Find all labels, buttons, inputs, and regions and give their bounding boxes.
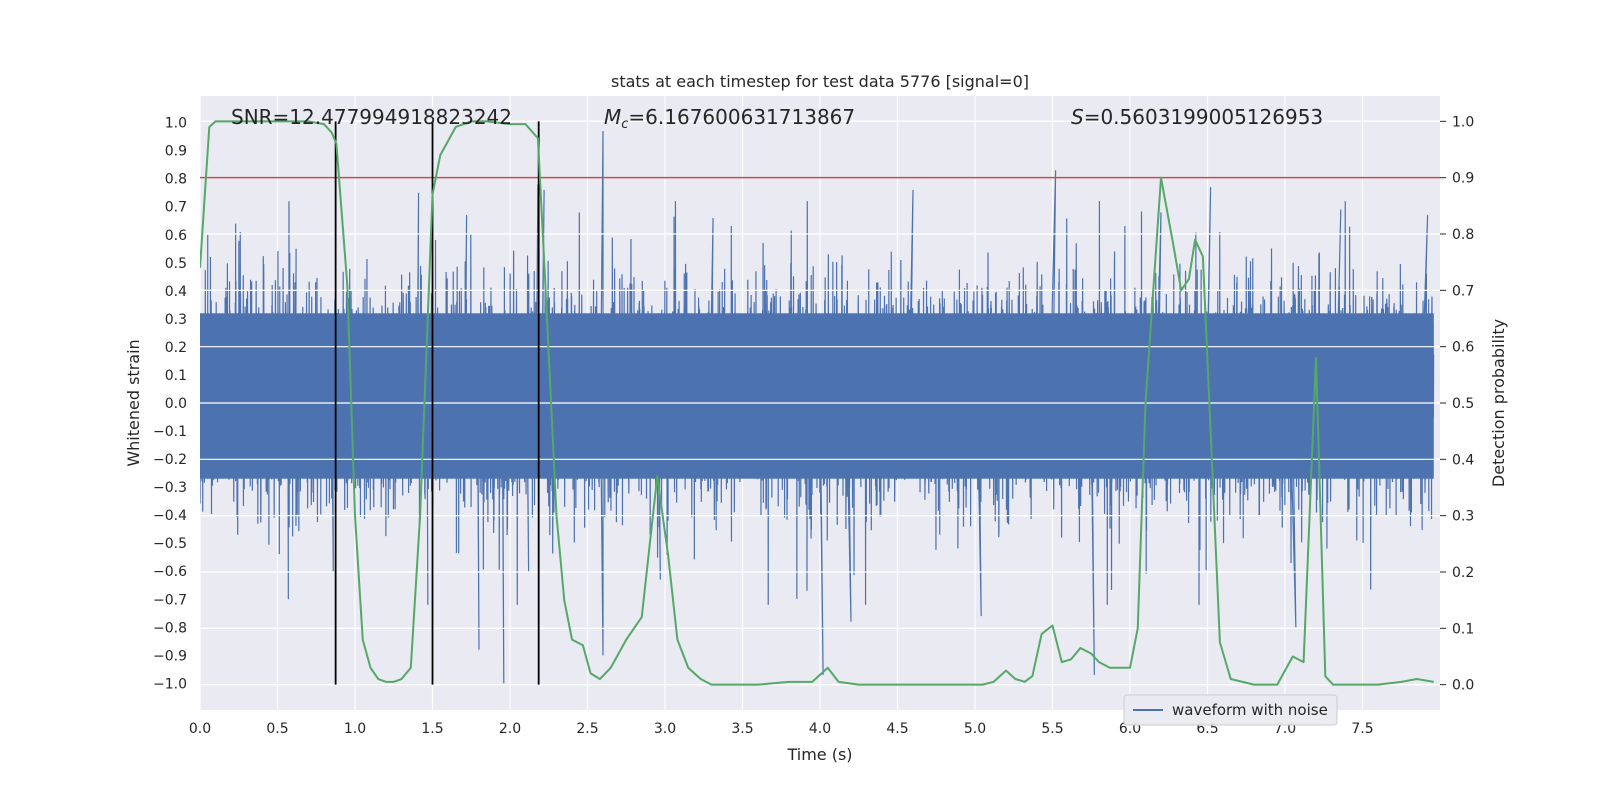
s-annotation: S=0.5603199005126953 <box>1071 105 1323 129</box>
y-tick-label: −0.9 <box>153 648 187 664</box>
y2-tick-label: 0.2 <box>1452 565 1474 581</box>
x-axis-label: Time (s) <box>786 745 852 764</box>
legend-box <box>1123 694 1338 726</box>
y-tick-label: 1.0 <box>165 116 187 132</box>
y-tick-label: −0.3 <box>153 480 187 496</box>
y-tick-label: −0.2 <box>153 452 187 468</box>
mc-subscript: c <box>621 117 628 132</box>
x-tick-label: 3.0 <box>654 721 676 737</box>
y-tick-label: 0.4 <box>165 284 187 300</box>
x-tick-label: 1.0 <box>344 721 366 737</box>
overlay-lines <box>200 120 1440 686</box>
y2-tick-label: 0.3 <box>1452 509 1474 525</box>
probability-line <box>200 120 1434 686</box>
x-tick-label: 3.5 <box>731 721 753 737</box>
probability-series <box>200 120 1434 686</box>
x-tick-label: 4.5 <box>886 721 908 737</box>
y-tick-label: 0.8 <box>165 172 187 188</box>
legend: waveform with noise <box>1123 694 1338 726</box>
x-tick-label: 2.0 <box>499 721 521 737</box>
y-tick-label: 0.0 <box>165 396 187 412</box>
x-tick-label: 5.5 <box>1041 721 1063 737</box>
x-tick-label: 0.5 <box>266 721 288 737</box>
y-tick-label: 0.7 <box>165 200 187 216</box>
y-tick-label: 0.2 <box>165 340 187 356</box>
legend-label: waveform with noise <box>1172 701 1328 719</box>
s-symbol: S <box>1071 105 1084 129</box>
y-tick-label: 0.6 <box>165 228 187 244</box>
y-tick-label: −0.6 <box>153 564 187 580</box>
y2-tick-label: 0.7 <box>1452 283 1474 299</box>
y-tick-label: −0.7 <box>153 592 187 608</box>
x-tick-label: 1.5 <box>421 721 443 737</box>
s-value: =0.5603199005126953 <box>1084 105 1323 129</box>
chart-title: stats at each timestep for test data 577… <box>611 72 1029 91</box>
y-tick-label: −0.4 <box>153 508 187 524</box>
y2-axis-label: Detection probability <box>1489 319 1508 487</box>
waveform-core <box>200 313 1434 479</box>
snr-annotation: SNR=12.477994918823242 <box>231 105 512 129</box>
axes: 0.0 0.5 1.0 1.5 2.0 2.5 3.0 3.5 4.0 4.5 5.0 5.5 6.0 6… <box>153 114 1474 737</box>
y2-tick-label: 0.5 <box>1452 396 1474 412</box>
waveform-series <box>200 131 1435 684</box>
mc-value: =6.167600631713867 <box>628 105 855 129</box>
y-tick-label: 0.3 <box>165 312 187 328</box>
x-tick-label: 7.5 <box>1351 721 1373 737</box>
y2-tick-label: 1.0 <box>1452 114 1474 130</box>
y-tick-label: 0.1 <box>165 368 187 384</box>
y2-tick-label: 0.0 <box>1452 678 1474 694</box>
x-tick-label: 2.5 <box>576 721 598 737</box>
x-tick-label: 4.0 <box>809 721 831 737</box>
y2-tick-label: 0.1 <box>1452 621 1474 637</box>
y2-tick-label: 0.9 <box>1452 171 1474 187</box>
x-tick-label: 0.0 <box>189 721 211 737</box>
y-tick-label: 0.9 <box>165 144 187 160</box>
y-axis-label: Whitened strain <box>124 339 143 466</box>
y-tick-label: −0.5 <box>153 536 187 552</box>
y-tick-label: −0.8 <box>153 620 187 636</box>
y-tick-label: 0.5 <box>165 256 187 272</box>
y-tick-label: −0.1 <box>153 424 187 440</box>
mc-annotation: Mc=6.167600631713867 <box>604 105 855 132</box>
x-tick-label: 5.0 <box>964 721 986 737</box>
y2-tick-label: 0.8 <box>1452 227 1474 243</box>
y-tick-label: −1.0 <box>153 676 187 692</box>
y2-tick-label: 0.6 <box>1452 340 1474 356</box>
mc-symbol: M <box>604 105 621 129</box>
y2-tick-label: 0.4 <box>1452 452 1474 468</box>
